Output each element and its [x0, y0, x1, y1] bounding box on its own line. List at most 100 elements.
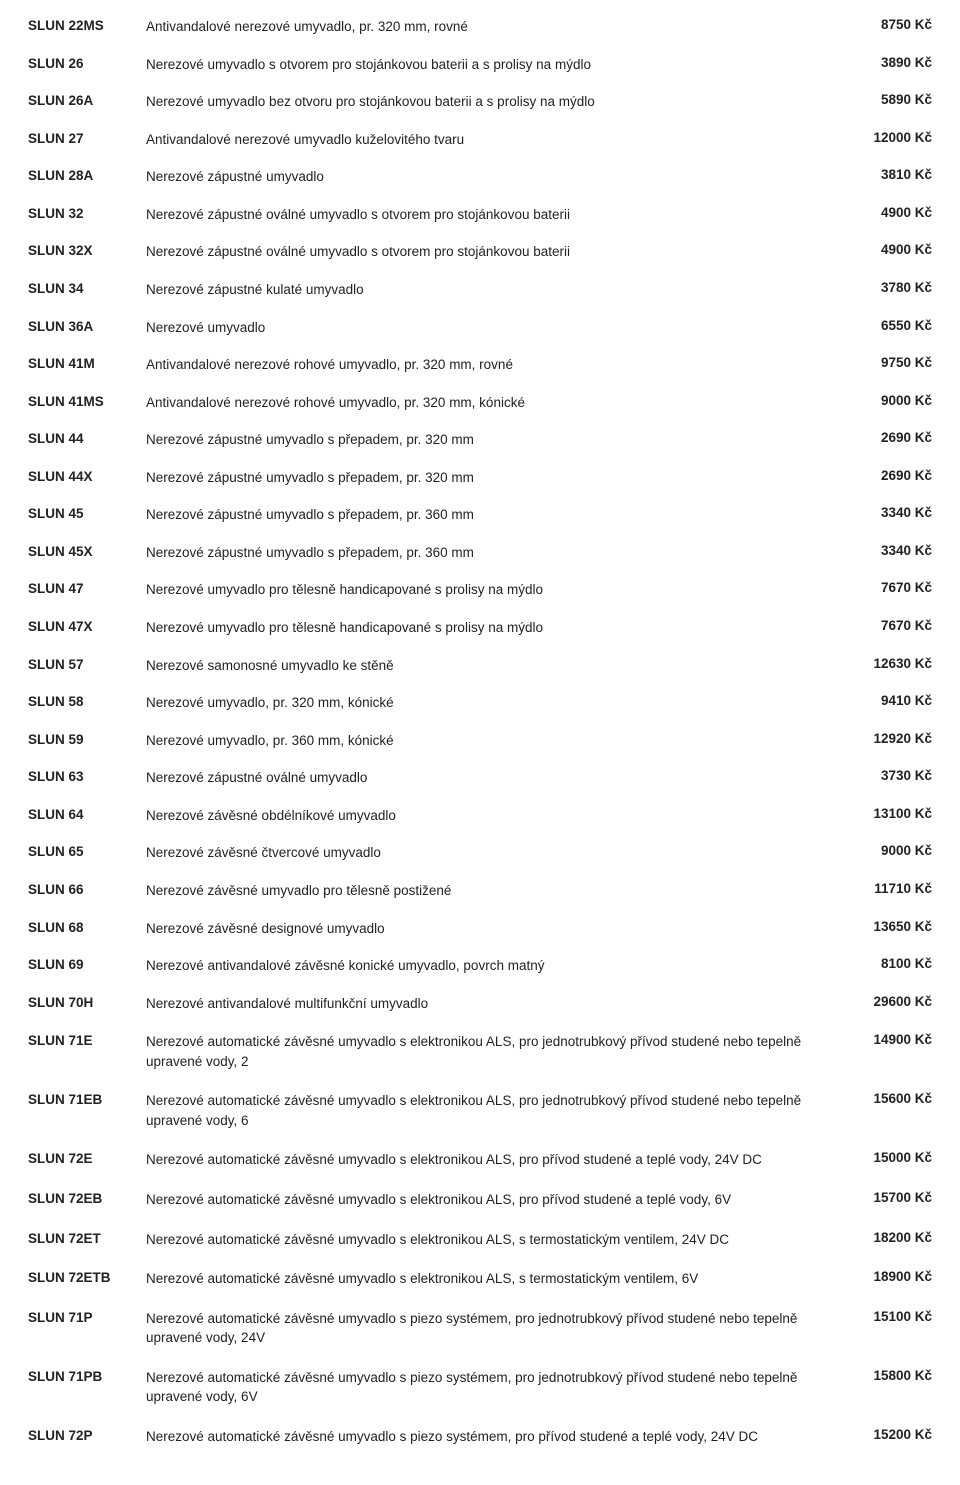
product-code: SLUN 69: [28, 956, 146, 974]
product-price: 9000 Kč: [844, 843, 932, 858]
product-code: SLUN 45X: [28, 543, 146, 561]
table-row: SLUN 58Nerezové umyvadlo, pr. 320 mm, kó…: [28, 684, 932, 722]
product-code: SLUN 22MS: [28, 17, 146, 35]
product-code: SLUN 32: [28, 205, 146, 223]
product-price: 2690 Kč: [844, 468, 932, 483]
product-description: Nerezové automatické závěsné umyvadlo s …: [146, 1091, 844, 1130]
product-code: SLUN 70H: [28, 994, 146, 1012]
product-code: SLUN 63: [28, 768, 146, 786]
table-row: SLUN 41MSAntivandalové nerezové rohové u…: [28, 384, 932, 422]
product-code: SLUN 68: [28, 919, 146, 937]
product-price: 15200 Kč: [844, 1427, 932, 1442]
product-price: 7670 Kč: [844, 580, 932, 595]
table-row: SLUN 71PNerezové automatické závěsné umy…: [28, 1299, 932, 1358]
product-code: SLUN 72ET: [28, 1230, 146, 1248]
product-code: SLUN 26A: [28, 92, 146, 110]
product-description: Nerezové automatické závěsné umyvadlo s …: [146, 1150, 844, 1170]
table-row: SLUN 27Antivandalové nerezové umyvadlo k…: [28, 121, 932, 159]
table-row: SLUN 28ANerezové zápustné umyvadlo3810 K…: [28, 158, 932, 196]
table-row: SLUN 63Nerezové zápustné oválné umyvadlo…: [28, 759, 932, 797]
product-price: 8100 Kč: [844, 956, 932, 971]
product-description: Nerezové závěsné čtvercové umyvadlo: [146, 843, 844, 863]
product-price: 15700 Kč: [844, 1190, 932, 1205]
product-code: SLUN 44X: [28, 468, 146, 486]
product-price: 29600 Kč: [844, 994, 932, 1009]
product-description: Nerezové automatické závěsné umyvadlo s …: [146, 1230, 844, 1250]
table-row: SLUN 59Nerezové umyvadlo, pr. 360 mm, kó…: [28, 722, 932, 760]
table-row: SLUN 69Nerezové antivandalové závěsné ko…: [28, 947, 932, 985]
product-price: 12630 Kč: [844, 656, 932, 671]
product-description: Nerezové umyvadlo bez otvoru pro stojánk…: [146, 92, 844, 112]
table-row: SLUN 45Nerezové zápustné umyvadlo s přep…: [28, 496, 932, 534]
product-code: SLUN 72E: [28, 1150, 146, 1168]
product-price: 12000 Kč: [844, 130, 932, 145]
table-row: SLUN 71ENerezové automatické závěsné umy…: [28, 1022, 932, 1081]
product-code: SLUN 32X: [28, 242, 146, 260]
table-row: SLUN 36ANerezové umyvadlo6550 Kč: [28, 309, 932, 347]
product-description: Nerezové zápustné oválné umyvadlo s otvo…: [146, 242, 844, 262]
table-row: SLUN 66Nerezové závěsné umyvadlo pro těl…: [28, 872, 932, 910]
product-price: 3780 Kč: [844, 280, 932, 295]
product-code: SLUN 27: [28, 130, 146, 148]
product-description: Nerezové zápustné kulaté umyvadlo: [146, 280, 844, 300]
product-description: Nerezové umyvadlo s otvorem pro stojánko…: [146, 55, 844, 75]
product-code: SLUN 71E: [28, 1032, 146, 1050]
product-code: SLUN 47: [28, 580, 146, 598]
product-code: SLUN 71PB: [28, 1368, 146, 1386]
table-row: SLUN 22MSAntivandalové nerezové umyvadlo…: [28, 8, 932, 46]
table-row: SLUN 72ETBNerezové automatické závěsné u…: [28, 1259, 932, 1299]
product-code: SLUN 71P: [28, 1309, 146, 1327]
product-description: Nerezové automatické závěsné umyvadlo s …: [146, 1032, 844, 1071]
product-price: 18900 Kč: [844, 1269, 932, 1284]
product-price: 2690 Kč: [844, 430, 932, 445]
product-price: 12920 Kč: [844, 731, 932, 746]
table-row: SLUN 47Nerezové umyvadlo pro tělesně han…: [28, 571, 932, 609]
product-description: Nerezové automatické závěsné umyvadlo s …: [146, 1309, 844, 1348]
product-description: Nerezové zápustné oválné umyvadlo s otvo…: [146, 205, 844, 225]
product-price: 3340 Kč: [844, 505, 932, 520]
product-description: Nerezové antivandalové multifunkční umyv…: [146, 994, 844, 1014]
product-price: 4900 Kč: [844, 205, 932, 220]
product-description: Nerezové umyvadlo: [146, 318, 844, 338]
table-row: SLUN 44Nerezové zápustné umyvadlo s přep…: [28, 421, 932, 459]
product-code: SLUN 71EB: [28, 1091, 146, 1109]
product-price: 9750 Kč: [844, 355, 932, 370]
table-row: SLUN 26Nerezové umyvadlo s otvorem pro s…: [28, 46, 932, 84]
product-price: 14900 Kč: [844, 1032, 932, 1047]
product-price: 15100 Kč: [844, 1309, 932, 1324]
product-code: SLUN 36A: [28, 318, 146, 336]
product-code: SLUN 41MS: [28, 393, 146, 411]
product-code: SLUN 58: [28, 693, 146, 711]
product-description: Nerezové umyvadlo pro tělesně handicapov…: [146, 618, 844, 638]
table-row: SLUN 71PBNerezové automatické závěsné um…: [28, 1358, 932, 1417]
product-description: Antivandalové nerezové umyvadlo, pr. 320…: [146, 17, 844, 37]
table-row: SLUN 71EBNerezové automatické závěsné um…: [28, 1081, 932, 1140]
product-description: Nerezové automatické závěsné umyvadlo s …: [146, 1190, 844, 1210]
product-code: SLUN 66: [28, 881, 146, 899]
product-price: 15000 Kč: [844, 1150, 932, 1165]
product-code: SLUN 59: [28, 731, 146, 749]
table-row: SLUN 45XNerezové zápustné umyvadlo s pře…: [28, 534, 932, 572]
product-price: 15600 Kč: [844, 1091, 932, 1106]
table-row: SLUN 72ENerezové automatické závěsné umy…: [28, 1140, 932, 1180]
product-description: Nerezové zápustné umyvadlo s přepadem, p…: [146, 468, 844, 488]
product-price: 13650 Kč: [844, 919, 932, 934]
table-row: SLUN 72ETNerezové automatické závěsné um…: [28, 1220, 932, 1260]
product-code: SLUN 72P: [28, 1427, 146, 1445]
table-row: SLUN 65Nerezové závěsné čtvercové umyvad…: [28, 834, 932, 872]
product-code: SLUN 28A: [28, 167, 146, 185]
product-description: Antivandalové nerezové rohové umyvadlo, …: [146, 393, 844, 413]
table-row: SLUN 41MAntivandalové nerezové rohové um…: [28, 346, 932, 384]
table-row: SLUN 72PNerezové automatické závěsné umy…: [28, 1417, 932, 1457]
product-description: Nerezové automatické závěsné umyvadlo s …: [146, 1427, 844, 1447]
product-price: 3340 Kč: [844, 543, 932, 558]
table-row: SLUN 70HNerezové antivandalové multifunk…: [28, 985, 932, 1023]
table-row: SLUN 44XNerezové zápustné umyvadlo s pře…: [28, 459, 932, 497]
table-row: SLUN 32Nerezové zápustné oválné umyvadlo…: [28, 196, 932, 234]
product-code: SLUN 26: [28, 55, 146, 73]
product-price: 6550 Kč: [844, 318, 932, 333]
table-row: SLUN 72EBNerezové automatické závěsné um…: [28, 1180, 932, 1220]
product-price: 9410 Kč: [844, 693, 932, 708]
product-code: SLUN 47X: [28, 618, 146, 636]
product-description: Nerezové zápustné umyvadlo s přepadem, p…: [146, 543, 844, 563]
